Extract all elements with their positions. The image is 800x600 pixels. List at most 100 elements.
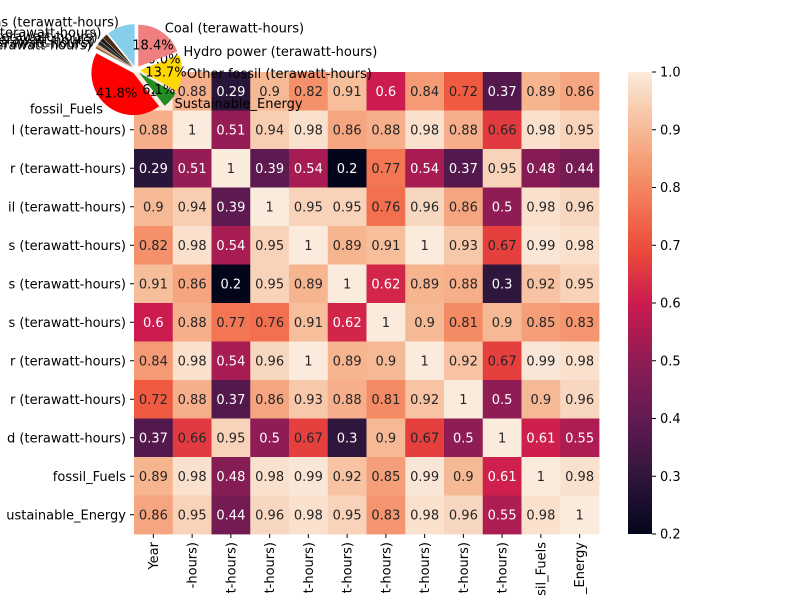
heatmap-cell-value: 1 (304, 239, 312, 254)
heatmap-cell-value: 0.37 (139, 431, 168, 446)
heatmap-cell-value: 0.76 (255, 316, 284, 331)
heatmap-cell-value: 1 (343, 277, 351, 292)
row-tick-label: ustainable_Energy (6, 508, 126, 523)
heatmap-cell (172, 187, 212, 227)
heatmap-cell (405, 303, 445, 342)
column-tick-label: t-hours) (418, 542, 433, 593)
heatmap-cell-value: 0.37 (449, 162, 478, 177)
pie-slice-label: Sustainable_Energy (175, 97, 303, 112)
heatmap-cell (134, 418, 174, 458)
heatmap-cell (366, 264, 406, 304)
row-tick-label: fossil_Fuels (53, 470, 126, 485)
heatmap-cell (134, 264, 174, 304)
pie-slice-label: Oil (terawatt-hours) (0, 33, 95, 48)
heatmap-cell (560, 110, 600, 150)
heatmap-cell (327, 341, 367, 381)
row-tick-label: r (terawatt-hours) (10, 354, 126, 369)
heatmap-cell-value: 0.96 (255, 508, 284, 523)
heatmap-cell (289, 110, 329, 150)
heatmap-cell-value: 0.96 (449, 508, 478, 523)
heatmap-cell (521, 264, 561, 304)
energy-pie-chart: Natural gas (terawatt-hours)Traditional … (0, 15, 377, 117)
heatmap-cell-value: 0.86 (565, 85, 594, 100)
heatmap-cell-value: 0.86 (449, 200, 478, 215)
heatmap-cell-value: 0.92 (526, 277, 555, 292)
heatmap-cell (327, 264, 367, 304)
pie-slice-label: fossil_Fuels (30, 102, 103, 117)
heatmap-cell (444, 418, 484, 458)
heatmap-cell (366, 187, 406, 227)
heatmap-cell-value: 0.61 (526, 431, 555, 446)
heatmap-cell (482, 418, 522, 458)
heatmap-cell-value: 0.99 (526, 354, 555, 369)
heatmap-cell-value: 0.55 (565, 431, 594, 446)
pie-slice-percent: 18.4% (132, 39, 173, 54)
heatmap-cell-value: 0.94 (178, 200, 207, 215)
heatmap-column-labels: Year -hours) t-hours) t-hours) t-hours) t-hou… (147, 534, 588, 596)
heatmap-cell-value: 0.95 (333, 508, 362, 523)
heatmap-cell-value: 0.96 (565, 393, 594, 408)
heatmap-cell (444, 495, 484, 535)
heatmap-cell (327, 149, 367, 188)
heatmap-cell (482, 149, 522, 188)
row-tick-label: l (terawatt-hours) (12, 123, 126, 138)
heatmap-cell (444, 187, 484, 227)
heatmap-cell (366, 380, 406, 419)
heatmap-cell-value: 0.9 (376, 431, 397, 446)
heatmap-cell (521, 149, 561, 188)
heatmap-cell (482, 457, 522, 496)
heatmap-cell (444, 226, 484, 265)
heatmap-cell-value: 0.67 (488, 239, 517, 254)
row-tick-label: r (terawatt-hours) (10, 162, 126, 177)
heatmap-cell (444, 457, 484, 496)
heatmap-cell-value: 0.9 (453, 470, 474, 485)
heatmap-cell-value: 0.3 (492, 277, 513, 292)
heatmap-cell-value: 0.98 (410, 123, 439, 138)
heatmap-cell (482, 264, 522, 304)
heatmap-cell-value: 0.5 (259, 431, 280, 446)
heatmap-cell-value: 0.98 (565, 470, 594, 485)
heatmap-cell-value: 0.95 (565, 123, 594, 138)
heatmap-cell-value: 0.98 (526, 508, 555, 523)
heatmap-cell (172, 303, 212, 342)
heatmap-cell (560, 495, 600, 535)
heatmap-cell (405, 149, 445, 188)
heatmap-row-labels: l (terawatt-hours) r (terawatt-hours) il (… (6, 90, 134, 523)
heatmap-cell (521, 303, 561, 342)
column-tick-label: t-hours) (341, 542, 356, 593)
heatmap-cell-value: 0.77 (371, 162, 400, 177)
heatmap-cell-value: 0.61 (488, 470, 517, 485)
row-tick-label: il (terawatt-hours) (8, 200, 126, 215)
heatmap-cell-value: 0.85 (371, 470, 400, 485)
pie-slice-label: Hydro power (terawatt-hours) (184, 45, 378, 60)
heatmap-cell-value: 0.95 (255, 239, 284, 254)
heatmap-cell (405, 187, 445, 227)
heatmap-cell-value: 0.95 (255, 277, 284, 292)
heatmap-cell (134, 303, 174, 342)
heatmap-cell (560, 264, 600, 304)
heatmap-cell (521, 380, 561, 419)
heatmap-cell-value: 1 (498, 431, 506, 446)
heatmap-cell-value: 0.44 (216, 508, 245, 523)
heatmap-cell-value: 0.82 (294, 85, 323, 100)
heatmap-cell (289, 457, 329, 496)
heatmap-cell (172, 380, 212, 419)
column-tick-label: t-hours) (224, 542, 239, 593)
heatmap-cell-value: 0.95 (488, 162, 517, 177)
heatmap-cell (405, 457, 445, 496)
heatmap-cell (482, 110, 522, 150)
heatmap-cell (521, 495, 561, 535)
heatmap-cell-value: 0.39 (255, 162, 284, 177)
heatmap-cell (444, 380, 484, 419)
heatmap-cell-value: 1 (382, 316, 390, 331)
heatmap-cell (211, 72, 251, 111)
heatmap-cell-value: 0.96 (410, 200, 439, 215)
heatmap-cell-value: 0.29 (139, 162, 168, 177)
pie-slice-label: Other fossil (terawatt-hours) (187, 67, 372, 82)
heatmap-cell-value: 1 (149, 85, 157, 100)
heatmap-cell (521, 187, 561, 227)
heatmap-cell-value: 0.88 (178, 85, 207, 100)
heatmap-cell-value: 0.6 (143, 316, 164, 331)
heatmap-cell-value: 0.91 (371, 239, 400, 254)
pie-slice (139, 54, 182, 92)
